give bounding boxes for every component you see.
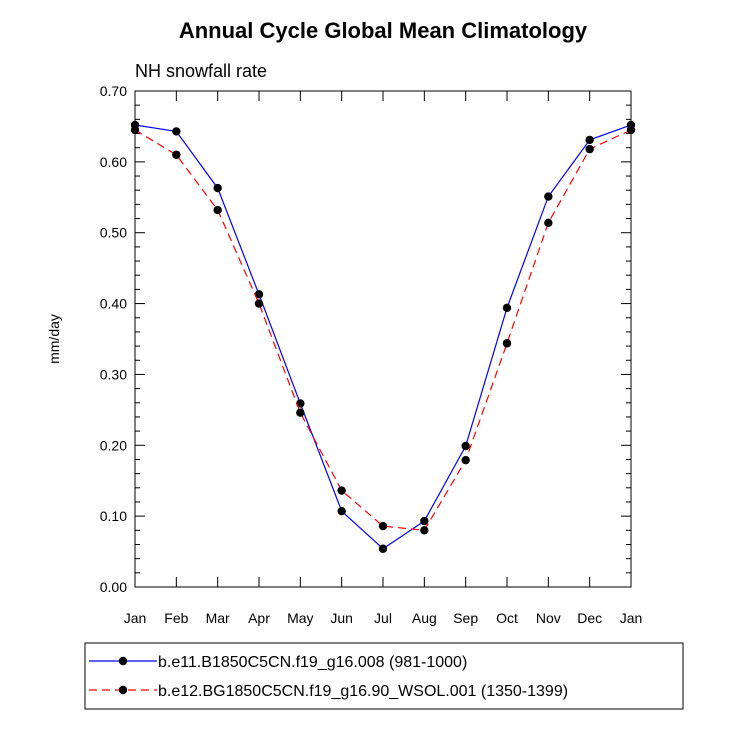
- x-tick-label: Jun: [330, 610, 353, 626]
- legend: b.e11.B1850C5CN.f19_g16.008 (981-1000) b.…: [84, 642, 684, 710]
- y-tick-label: 0.10: [100, 508, 127, 524]
- axes: 0.00 0.10 0.20 0.30 0.40 0.50 0.60 0.70 Jan Feb Ma…: [100, 83, 643, 626]
- data-point: [502, 339, 512, 348]
- y-tick-label: 0.20: [100, 437, 127, 453]
- data-point: [172, 150, 181, 159]
- y-tick-label: 0.50: [100, 225, 127, 241]
- x-tick-label: May: [287, 610, 313, 626]
- x-tick-label: Jan: [124, 610, 147, 626]
- series-line: [134, 129, 632, 531]
- x-tick-label: Mar: [206, 610, 230, 626]
- legend-box: [84, 642, 684, 710]
- data-point: [213, 183, 222, 193]
- data-point: [296, 408, 305, 417]
- data-point: [420, 516, 429, 526]
- data-point: [585, 135, 594, 145]
- x-tick-label: Aug: [412, 610, 437, 626]
- legend-marker: [118, 685, 128, 695]
- y-tick-label: 0.30: [100, 366, 127, 382]
- chart-title: Annual Cycle Global Mean Climatology: [179, 18, 588, 43]
- data-point: [544, 192, 553, 201]
- data-point: [420, 526, 429, 535]
- x-tick-label: Oct: [496, 610, 518, 626]
- y-tick-label: 0.70: [100, 83, 127, 99]
- series-2: [130, 125, 636, 535]
- data-point: [254, 290, 264, 299]
- data-point: [502, 303, 512, 313]
- series-layer: [130, 120, 636, 553]
- data-point: [254, 299, 264, 308]
- plot-frame: [134, 90, 632, 588]
- x-tick-label: Dec: [577, 610, 602, 626]
- series-line: [134, 124, 632, 550]
- data-point: [337, 506, 346, 516]
- x-tick-label: Nov: [536, 610, 561, 626]
- y-tick-label: 0.00: [100, 579, 127, 595]
- x-tick-label: Sep: [453, 610, 478, 626]
- x-tick-label: Feb: [164, 610, 188, 626]
- legend-label: b.e12.BG1850C5CN.f19_g16.90_WSOL.001 (13…: [158, 683, 568, 700]
- data-point: [378, 521, 388, 531]
- x-tick-label: Jul: [374, 610, 392, 626]
- data-point: [130, 125, 140, 135]
- x-tick-label: Apr: [248, 610, 270, 626]
- data-point: [544, 218, 553, 227]
- data-point: [585, 144, 594, 154]
- chart-subtitle: NH snowfall rate: [135, 61, 267, 81]
- data-point: [626, 125, 636, 135]
- y-tick-label: 0.60: [100, 154, 127, 170]
- data-point: [172, 127, 181, 136]
- legend-marker: [118, 656, 128, 666]
- y-axis-label: mm/day: [46, 314, 62, 364]
- x-tick-label: Jan: [620, 610, 643, 626]
- data-point: [337, 486, 346, 495]
- data-point: [461, 455, 470, 465]
- series-1: [130, 120, 636, 553]
- y-tick-label: 0.40: [100, 296, 127, 312]
- data-point: [461, 441, 470, 451]
- data-point: [378, 544, 388, 553]
- legend-label: b.e11.B1850C5CN.f19_g16.008 (981-1000): [158, 654, 467, 671]
- data-point: [213, 205, 222, 215]
